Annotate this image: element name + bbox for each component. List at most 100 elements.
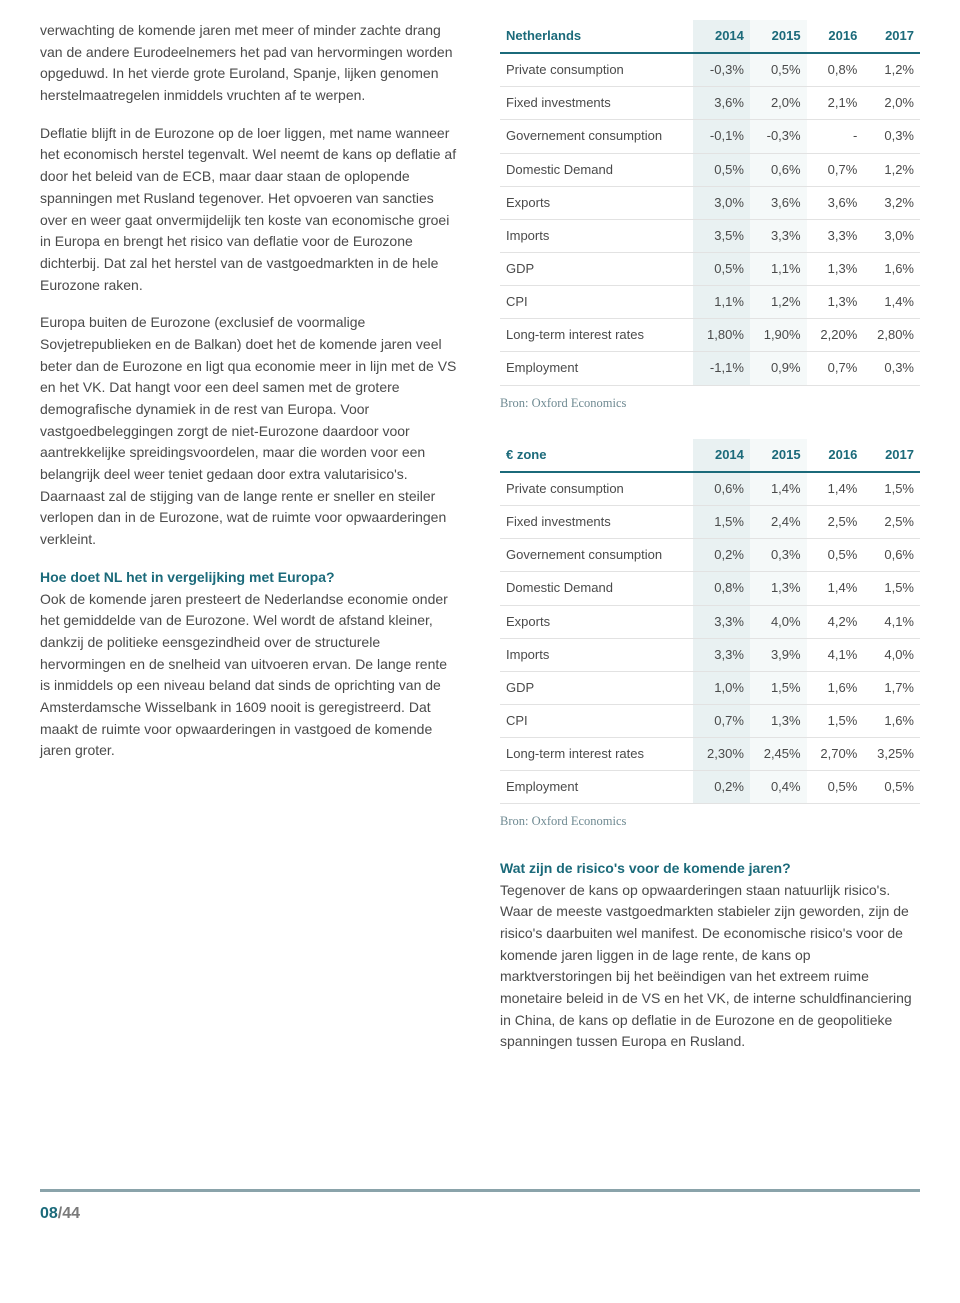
table-row: CPI1,1%1,2%1,3%1,4% — [500, 286, 920, 319]
cell-value: 0,4% — [750, 771, 807, 804]
cell-value: 2,0% — [863, 87, 920, 120]
cell-value: 2,20% — [807, 319, 864, 352]
cell-value: 4,1% — [807, 638, 864, 671]
table-row: GDP1,0%1,5%1,6%1,7% — [500, 671, 920, 704]
table-title: € zone — [500, 439, 693, 472]
cell-value: 1,4% — [750, 472, 807, 506]
row-label: CPI — [500, 705, 693, 738]
table-year: 2015 — [750, 439, 807, 472]
cell-value: 4,2% — [807, 605, 864, 638]
cell-value: 1,3% — [807, 286, 864, 319]
table-title: Netherlands — [500, 20, 693, 53]
page-total: 44 — [62, 1205, 80, 1222]
cell-value: 3,3% — [693, 605, 750, 638]
table-body-1: Private consumption-0,3%0,5%0,8%1,2%Fixe… — [500, 53, 920, 385]
cell-value: 3,3% — [750, 219, 807, 252]
table-year: 2015 — [750, 20, 807, 53]
cell-value: 1,5% — [693, 506, 750, 539]
table-row: Long-term interest rates2,30%2,45%2,70%3… — [500, 738, 920, 771]
row-label: Fixed investments — [500, 506, 693, 539]
body-paragraph: Deflatie blijft in de Eurozone op de loe… — [40, 123, 460, 297]
cell-value: 0,7% — [807, 352, 864, 385]
row-label: Private consumption — [500, 53, 693, 87]
table-row: Governement consumption-0,1%-0,3%-0,3% — [500, 120, 920, 153]
cell-value: 0,6% — [750, 153, 807, 186]
cell-value: 1,2% — [750, 286, 807, 319]
row-label: Exports — [500, 605, 693, 638]
cell-value: 1,4% — [863, 286, 920, 319]
table-row: Imports3,3%3,9%4,1%4,0% — [500, 638, 920, 671]
cell-value: 3,9% — [750, 638, 807, 671]
cell-value: 0,5% — [807, 771, 864, 804]
cell-value: 0,6% — [863, 539, 920, 572]
body-paragraph: Hoe doet NL het in vergelijking met Euro… — [40, 567, 460, 762]
cell-value: 1,0% — [693, 671, 750, 704]
table-row: Fixed investments1,5%2,4%2,5%2,5% — [500, 506, 920, 539]
table-header-row: € zone 2014 2015 2016 2017 — [500, 439, 920, 472]
cell-value: 3,5% — [693, 219, 750, 252]
table-row: Long-term interest rates1,80%1,90%2,20%2… — [500, 319, 920, 352]
row-label: Fixed investments — [500, 87, 693, 120]
row-label: Governement consumption — [500, 120, 693, 153]
table-source: Bron: Oxford Economics — [500, 394, 920, 413]
table-row: Domestic Demand0,5%0,6%0,7%1,2% — [500, 153, 920, 186]
cell-value: 4,0% — [863, 638, 920, 671]
table-source: Bron: Oxford Economics — [500, 812, 920, 831]
cell-value: 1,1% — [693, 286, 750, 319]
table-row: Fixed investments3,6%2,0%2,1%2,0% — [500, 87, 920, 120]
section-heading: Wat zijn de risico's voor de komende jar… — [500, 860, 791, 876]
cell-value: 2,5% — [807, 506, 864, 539]
cell-value: 2,1% — [807, 87, 864, 120]
body-text: Tegenover de kans op opwaarderingen staa… — [500, 882, 912, 1050]
row-label: Governement consumption — [500, 539, 693, 572]
table-row: CPI0,7%1,3%1,5%1,6% — [500, 705, 920, 738]
cell-value: 1,5% — [863, 472, 920, 506]
cell-value: 3,6% — [750, 186, 807, 219]
cell-value: 0,3% — [863, 120, 920, 153]
table-row: Private consumption-0,3%0,5%0,8%1,2% — [500, 53, 920, 87]
table-netherlands: Netherlands 2014 2015 2016 2017 Private … — [500, 20, 920, 386]
row-label: Domestic Demand — [500, 572, 693, 605]
cell-value: 0,3% — [750, 539, 807, 572]
cell-value: 1,3% — [750, 705, 807, 738]
row-label: Imports — [500, 219, 693, 252]
cell-value: 0,8% — [807, 53, 864, 87]
cell-value: 0,8% — [693, 572, 750, 605]
cell-value: 2,80% — [863, 319, 920, 352]
cell-value: 2,70% — [807, 738, 864, 771]
cell-value: 1,5% — [863, 572, 920, 605]
cell-value: 0,2% — [693, 539, 750, 572]
cell-value: 0,5% — [807, 539, 864, 572]
body-paragraph: Wat zijn de risico's voor de komende jar… — [500, 858, 920, 1053]
cell-value: -1,1% — [693, 352, 750, 385]
row-label: GDP — [500, 671, 693, 704]
cell-value: 3,2% — [863, 186, 920, 219]
table-row: Governement consumption0,2%0,3%0,5%0,6% — [500, 539, 920, 572]
left-column: verwachting de komende jaren met meer of… — [40, 20, 460, 1069]
cell-value: 0,6% — [693, 472, 750, 506]
cell-value: 3,0% — [693, 186, 750, 219]
table-row: Private consumption0,6%1,4%1,4%1,5% — [500, 472, 920, 506]
cell-value: 0,5% — [863, 771, 920, 804]
row-label: Imports — [500, 638, 693, 671]
cell-value: 1,4% — [807, 472, 864, 506]
row-label: GDP — [500, 252, 693, 285]
table-row: Employment-1,1%0,9%0,7%0,3% — [500, 352, 920, 385]
cell-value: 0,3% — [863, 352, 920, 385]
cell-value: 4,0% — [750, 605, 807, 638]
section-heading: Hoe doet NL het in vergelijking met Euro… — [40, 569, 335, 585]
cell-value: 1,5% — [807, 705, 864, 738]
cell-value: 1,90% — [750, 319, 807, 352]
table-year: 2017 — [863, 20, 920, 53]
cell-value: 1,6% — [863, 705, 920, 738]
cell-value: -0,3% — [750, 120, 807, 153]
body-paragraph: Europa buiten de Eurozone (exclusief de … — [40, 312, 460, 551]
cell-value: - — [807, 120, 864, 153]
cell-value: 1,4% — [807, 572, 864, 605]
page-current: 08 — [40, 1205, 58, 1222]
table-row: GDP0,5%1,1%1,3%1,6% — [500, 252, 920, 285]
cell-value: 0,2% — [693, 771, 750, 804]
table-row: Imports3,5%3,3%3,3%3,0% — [500, 219, 920, 252]
body-text: Ook de komende jaren presteert de Nederl… — [40, 591, 448, 759]
cell-value: 3,0% — [863, 219, 920, 252]
